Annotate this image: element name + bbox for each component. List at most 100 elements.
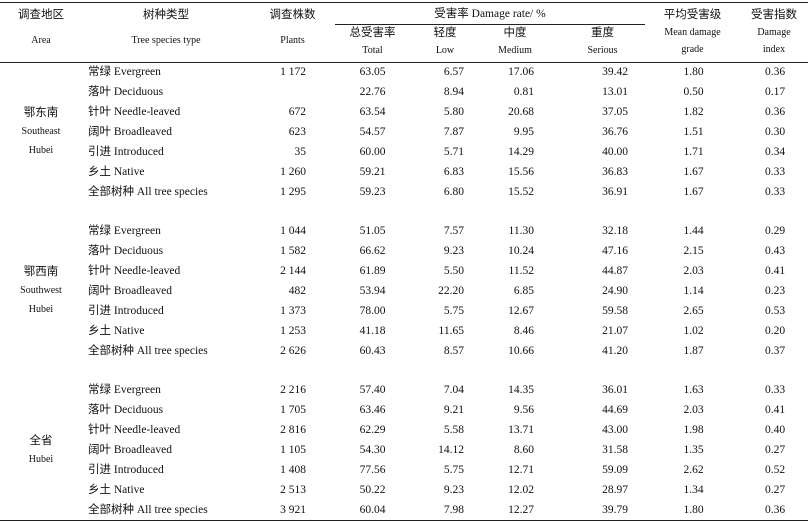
header-low: Low bbox=[435, 45, 455, 56]
plants-cell: 1 295 bbox=[280, 186, 306, 198]
medium-cell: 8.46 bbox=[513, 325, 534, 337]
mean-grade-cell: 1.44 bbox=[683, 225, 704, 237]
mean-grade-cell: 1.87 bbox=[683, 345, 704, 357]
mean-grade-cell: 1.67 bbox=[683, 186, 704, 198]
plants-cell: 2 626 bbox=[280, 345, 306, 357]
medium-cell: 0.81 bbox=[513, 86, 534, 98]
damage-index-cell: 0.53 bbox=[764, 305, 786, 317]
header-low: 轻度 bbox=[433, 27, 457, 39]
plants-cell: 1 253 bbox=[280, 325, 306, 337]
total-cell: 77.56 bbox=[359, 464, 386, 476]
serious-cell: 36.01 bbox=[602, 384, 628, 396]
serious-cell: 39.79 bbox=[602, 504, 628, 516]
species-cell: 乡土 Native bbox=[88, 325, 145, 337]
header-area: 调查地区 bbox=[18, 9, 64, 21]
damage-rate-rule bbox=[335, 24, 645, 25]
damage-index-cell: 0.36 bbox=[764, 66, 786, 78]
medium-cell: 15.56 bbox=[508, 166, 534, 178]
serious-cell: 44.69 bbox=[602, 404, 628, 416]
low-cell: 11.65 bbox=[438, 325, 464, 337]
header-plants: 调查株数 bbox=[269, 9, 316, 21]
low-cell: 5.58 bbox=[443, 424, 464, 436]
damage-index-cell: 0.34 bbox=[764, 146, 786, 158]
damage-index-cell: 0.37 bbox=[764, 345, 786, 357]
species-cell: 引进 Introduced bbox=[88, 464, 164, 476]
plants-cell: 482 bbox=[288, 285, 306, 297]
medium-cell: 13.71 bbox=[508, 424, 534, 436]
mean-grade-cell: 1.02 bbox=[683, 325, 704, 337]
low-cell: 6.57 bbox=[443, 66, 464, 78]
area-label: Southwest bbox=[20, 285, 62, 296]
damage-index-cell: 0.43 bbox=[764, 245, 786, 257]
medium-cell: 10.66 bbox=[508, 345, 534, 357]
serious-cell: 36.91 bbox=[602, 186, 628, 198]
header-plants: Plants bbox=[280, 35, 305, 46]
plants-cell: 623 bbox=[288, 126, 306, 138]
mean-grade-cell: 1.67 bbox=[683, 166, 704, 178]
species-cell: 乡土 Native bbox=[88, 484, 145, 496]
total-cell: 54.57 bbox=[359, 126, 386, 138]
header-mean-grade: grade bbox=[681, 44, 704, 55]
species-cell: 乡土 Native bbox=[88, 166, 145, 178]
damage-index-cell: 0.20 bbox=[764, 325, 786, 337]
low-cell: 9.23 bbox=[443, 245, 464, 257]
serious-cell: 40.00 bbox=[602, 146, 628, 158]
header-species: 树种类型 bbox=[143, 9, 189, 21]
mean-grade-cell: 1.71 bbox=[683, 146, 704, 158]
species-cell: 全部树种 All tree species bbox=[88, 186, 208, 198]
medium-cell: 12.27 bbox=[508, 504, 534, 516]
mean-grade-cell: 1.82 bbox=[683, 106, 704, 118]
header-mean-grade: Mean damage bbox=[664, 27, 721, 38]
medium-cell: 6.85 bbox=[513, 285, 534, 297]
damage-index-cell: 0.27 bbox=[764, 484, 786, 496]
species-cell: 常绿 Evergreen bbox=[88, 66, 161, 78]
bottom-rule bbox=[0, 520, 808, 521]
species-cell: 落叶 Deciduous bbox=[88, 404, 164, 416]
serious-cell: 39.42 bbox=[602, 66, 628, 78]
header-medium: Medium bbox=[498, 45, 532, 56]
total-cell: 22.76 bbox=[359, 86, 386, 98]
plants-cell: 1 705 bbox=[280, 404, 306, 416]
total-cell: 66.62 bbox=[359, 245, 386, 257]
plants-cell: 2 144 bbox=[280, 265, 306, 277]
low-cell: 6.83 bbox=[443, 166, 464, 178]
header-serious: 重度 bbox=[591, 27, 614, 39]
total-cell: 54.30 bbox=[359, 444, 386, 456]
total-cell: 61.89 bbox=[359, 265, 386, 277]
serious-cell: 28.97 bbox=[602, 484, 628, 496]
plants-cell: 1 105 bbox=[280, 444, 306, 456]
serious-cell: 59.58 bbox=[602, 305, 628, 317]
medium-cell: 15.52 bbox=[508, 186, 534, 198]
low-cell: 7.57 bbox=[443, 225, 464, 237]
serious-cell: 36.76 bbox=[602, 126, 628, 138]
damage-index-cell: 0.41 bbox=[764, 265, 786, 277]
damage-index-cell: 0.36 bbox=[764, 504, 786, 516]
species-cell: 阔叶 Broadleaved bbox=[88, 126, 172, 138]
medium-cell: 11.52 bbox=[508, 265, 534, 277]
species-cell: 针叶 Needle-leaved bbox=[88, 106, 181, 118]
header-damage-rate: 受害率 Damage rate/ % bbox=[434, 8, 546, 20]
plants-cell: 2 513 bbox=[280, 484, 306, 496]
mean-grade-cell: 1.34 bbox=[683, 484, 704, 496]
species-cell: 阔叶 Broadleaved bbox=[88, 444, 172, 456]
low-cell: 7.87 bbox=[443, 126, 464, 138]
species-cell: 落叶 Deciduous bbox=[88, 86, 164, 98]
total-cell: 50.22 bbox=[359, 484, 386, 496]
damage-index-cell: 0.33 bbox=[764, 166, 786, 178]
low-cell: 9.21 bbox=[443, 404, 464, 416]
header-medium: 中度 bbox=[503, 27, 527, 39]
species-cell: 针叶 Needle-leaved bbox=[88, 265, 181, 277]
medium-cell: 14.29 bbox=[508, 146, 534, 158]
mean-grade-cell: 1.14 bbox=[683, 285, 704, 297]
total-cell: 41.18 bbox=[359, 325, 386, 337]
plants-cell: 35 bbox=[294, 146, 307, 158]
damage-index-cell: 0.29 bbox=[764, 225, 786, 237]
total-cell: 78.00 bbox=[359, 305, 386, 317]
plants-cell: 1 373 bbox=[280, 305, 306, 317]
area-label: 鄂东南 bbox=[23, 107, 59, 119]
plants-cell: 1 408 bbox=[280, 464, 306, 476]
serious-cell: 44.87 bbox=[602, 265, 628, 277]
serious-cell: 32.18 bbox=[602, 225, 628, 237]
total-cell: 62.29 bbox=[359, 424, 386, 436]
